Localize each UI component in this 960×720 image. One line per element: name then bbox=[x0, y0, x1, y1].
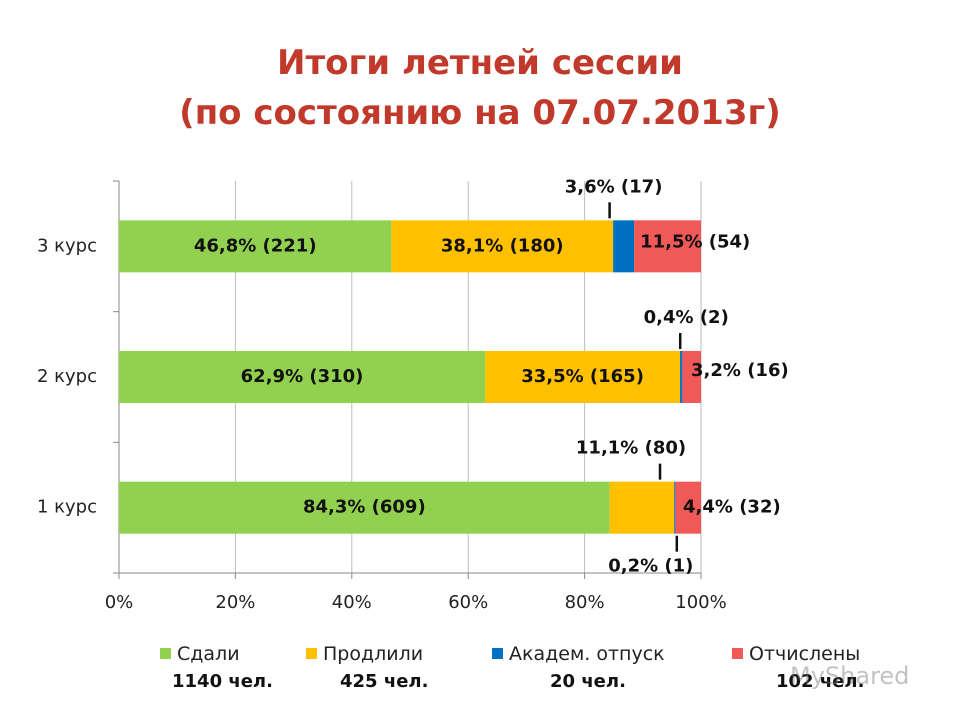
y-tick-label: 2 курс bbox=[37, 366, 97, 387]
bar-academic bbox=[674, 481, 676, 534]
bar-expelled bbox=[675, 481, 701, 534]
data-label-academic: 3,6% (17) bbox=[565, 176, 663, 197]
legend-swatch-academic bbox=[492, 648, 503, 659]
data-label-passed: 46,8% (221) bbox=[194, 235, 317, 256]
data-label-expelled: 11,5% (54) bbox=[640, 231, 750, 252]
bar-passed bbox=[119, 351, 486, 403]
y-tick-label: 3 курс bbox=[37, 235, 97, 256]
data-label-extended: 38,1% (180) bbox=[441, 235, 564, 256]
data-label-passed: 84,3% (609) bbox=[303, 497, 426, 518]
legend-label-passed: Сдали bbox=[177, 643, 240, 665]
x-tick-label: 40% bbox=[332, 592, 372, 613]
data-label-extended: 11,1% (80) bbox=[576, 438, 686, 459]
x-tick-label: 60% bbox=[448, 592, 488, 613]
x-tick-label: 80% bbox=[565, 592, 605, 613]
legend-item-passed: Сдали 1140 чел. bbox=[160, 643, 273, 703]
bar-passed bbox=[119, 481, 610, 534]
legend-swatch-passed bbox=[160, 648, 171, 659]
bar-extended bbox=[485, 351, 681, 403]
legend-count-extended: 425 чел. bbox=[340, 671, 429, 692]
x-tick-label: 20% bbox=[215, 592, 255, 613]
chart-title-line-2: (по состоянию на 07.07.2013г) bbox=[179, 93, 781, 133]
bar-academic bbox=[680, 351, 683, 403]
legend-label-expelled: Отчислены bbox=[749, 643, 861, 665]
data-label-expelled: 4,4% (32) bbox=[683, 497, 781, 518]
x-tick-label: 100% bbox=[675, 592, 726, 613]
watermark: MyShared bbox=[790, 662, 910, 690]
bar-passed bbox=[119, 220, 392, 273]
x-tick-label: 0% bbox=[105, 592, 134, 613]
data-label-academic: 0,4% (2) bbox=[644, 307, 729, 328]
y-tick-label: 1 курс bbox=[37, 497, 97, 518]
data-label-academic: 0,2% (1) bbox=[608, 556, 693, 577]
legend-item-extended: Продлили 425 чел. bbox=[306, 643, 428, 703]
data-label-expelled: 3,2% (16) bbox=[691, 360, 789, 381]
legend-count-expelled: 102 чел. bbox=[776, 671, 865, 692]
data-label-extended: 33,5% (165) bbox=[521, 366, 644, 387]
bar-extended bbox=[391, 220, 614, 273]
chart-title: Итоги летней сессии (по состоянию на 07.… bbox=[0, 38, 960, 138]
legend-label-extended: Продлили bbox=[323, 643, 424, 665]
bar-academic bbox=[613, 220, 635, 273]
data-label-passed: 62,9% (310) bbox=[241, 366, 364, 387]
legend-count-academic: 20 чел. bbox=[550, 671, 626, 692]
legend-label-academic: Академ. отпуск bbox=[509, 643, 665, 665]
bar-extended bbox=[609, 481, 675, 534]
bar-expelled bbox=[682, 351, 701, 403]
bar-expelled bbox=[634, 220, 701, 273]
chart-title-line-1: Итоги летней сессии bbox=[277, 43, 683, 83]
legend-swatch-extended bbox=[306, 648, 317, 659]
legend-item-expelled: Отчислены 102 чел. bbox=[732, 643, 864, 703]
legend-count-passed: 1140 чел. bbox=[172, 671, 273, 692]
legend-swatch-expelled bbox=[732, 648, 743, 659]
legend-item-academic: Академ. отпуск 20 чел. bbox=[492, 643, 665, 703]
